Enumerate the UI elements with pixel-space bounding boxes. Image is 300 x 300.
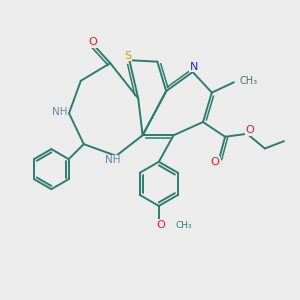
Text: CH₃: CH₃	[175, 220, 192, 230]
Text: NH: NH	[52, 107, 68, 117]
Text: NH: NH	[105, 155, 121, 165]
Text: O: O	[156, 220, 165, 230]
Text: N: N	[190, 62, 198, 72]
Text: CH₃: CH₃	[240, 76, 258, 86]
Text: O: O	[210, 157, 219, 167]
Text: O: O	[88, 37, 97, 47]
Text: S: S	[124, 51, 131, 61]
Text: O: O	[246, 125, 254, 135]
